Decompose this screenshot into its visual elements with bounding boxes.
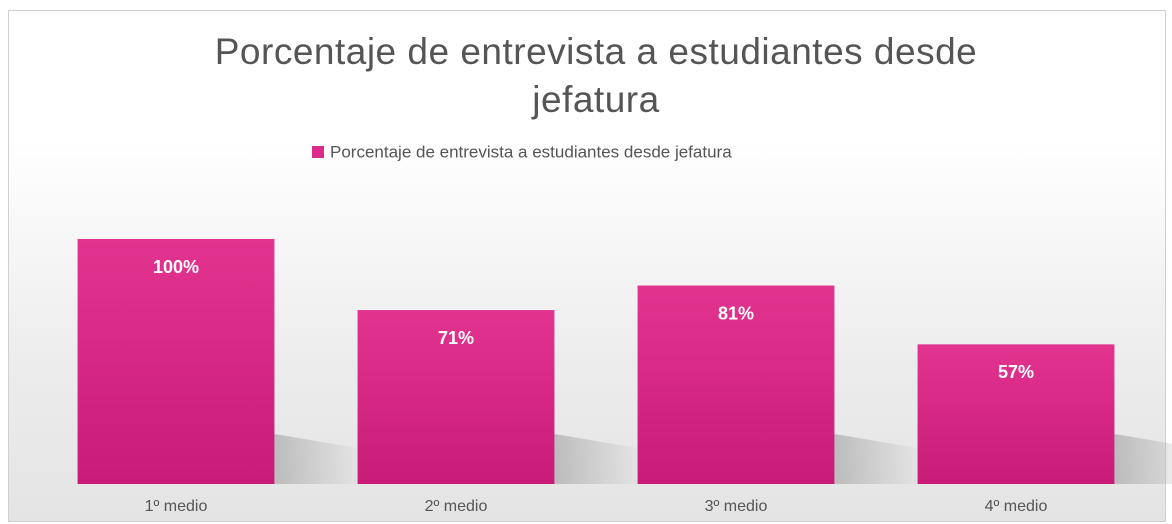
- bar-shadow: [1114, 434, 1172, 484]
- chart-title: Porcentaje de entrevista a estudiantes d…: [214, 31, 978, 120]
- bar: [357, 310, 555, 484]
- x-tick-label: 4º medio: [985, 498, 1048, 515]
- x-tick-label: 3º medio: [705, 498, 768, 515]
- x-tick-label: 1º medio: [145, 498, 208, 515]
- bar-shadow: [834, 434, 925, 484]
- legend-label: Porcentaje de entrevista a estudiantes d…: [330, 142, 732, 161]
- bar-shadow: [554, 434, 645, 484]
- data-label: 81%: [718, 303, 754, 323]
- bar: [637, 285, 835, 484]
- legend-swatch: [312, 146, 324, 158]
- bar: [77, 239, 275, 484]
- x-tick-label: 2º medio: [425, 498, 488, 515]
- data-label: 57%: [998, 362, 1034, 382]
- data-label: 100%: [153, 257, 199, 277]
- bar: [917, 344, 1115, 484]
- bar-shadow: [274, 434, 365, 484]
- data-label: 71%: [438, 328, 474, 348]
